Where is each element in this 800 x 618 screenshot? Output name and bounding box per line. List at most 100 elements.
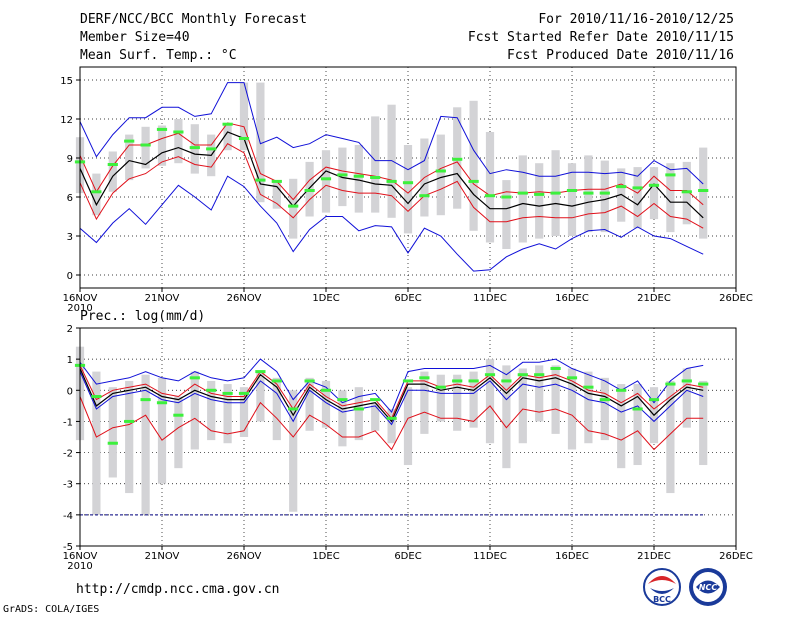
chart-title: DERF/NCC/BCC Monthly Forecast	[80, 12, 307, 27]
produced-date: Fcst Produced Date 2010/11/16	[507, 48, 734, 63]
x-tick-label: 11DEC	[473, 293, 507, 304]
ensemble-box	[436, 374, 445, 422]
ensemble-box	[469, 371, 478, 428]
ensemble-box	[633, 384, 642, 466]
ensemble-box	[371, 402, 380, 431]
y-tick-label: 15	[60, 76, 73, 87]
y-tick-label: -5	[63, 542, 73, 553]
forecast-marker	[501, 379, 512, 383]
x-tick-label: 6DEC	[394, 293, 421, 304]
min-line	[79, 175, 704, 272]
forecast-marker	[124, 139, 135, 143]
source-url[interactable]: http://cmdp.ncc.cma.gov.cn	[76, 582, 280, 597]
bcc-logo-icon: BCC	[643, 568, 681, 606]
y-tick-label: 12	[60, 115, 73, 126]
ensemble-box	[289, 178, 298, 239]
forecast-marker	[468, 179, 479, 183]
ensemble-box	[305, 377, 314, 431]
forecast-marker	[173, 413, 184, 417]
forecast-marker	[452, 379, 463, 383]
ensemble-box	[584, 371, 593, 444]
ensemble-box	[92, 371, 101, 515]
forecast-marker	[583, 191, 594, 195]
forecast-marker	[468, 379, 479, 383]
ncc-logo-icon: NCC	[689, 568, 727, 606]
ensemble-box	[699, 147, 708, 239]
forecast-marker	[107, 441, 118, 445]
y-tick-label: 0	[67, 386, 73, 397]
x-tick-sublabel: 2010	[67, 561, 92, 572]
ensemble-box	[551, 365, 560, 434]
forecast-marker	[206, 147, 217, 151]
forecast-marker	[632, 186, 643, 190]
ensemble-box	[371, 116, 380, 213]
forecast-marker	[550, 191, 561, 195]
forecast-period: For 2010/11/16-2010/12/25	[538, 12, 734, 27]
started-refer-date: Fcst Started Refer Date 2010/11/15	[467, 30, 734, 45]
forecast-marker	[435, 169, 446, 173]
forecast-marker	[222, 122, 233, 126]
forecast-marker	[337, 398, 348, 402]
x-tick-sublabel: 2010	[67, 303, 92, 314]
forecast-marker	[337, 173, 348, 177]
x-tick-label: 11DEC	[473, 551, 507, 562]
forecast-marker	[648, 398, 660, 402]
ensemble-box	[92, 173, 101, 216]
svg-text:NCC: NCC	[699, 583, 718, 592]
ensemble-box	[387, 408, 396, 444]
ensemble-box	[174, 119, 183, 164]
forecast-marker	[107, 163, 118, 166]
forecast-marker	[517, 373, 528, 377]
ensemble-box	[125, 134, 134, 181]
forecast-marker	[484, 373, 496, 377]
ensemble-box	[272, 181, 281, 209]
ensemble-box	[174, 396, 183, 469]
ensemble-box	[436, 134, 445, 216]
forecast-marker	[238, 391, 250, 395]
forecast-marker	[435, 385, 446, 389]
forecast-marker	[484, 194, 496, 198]
max-line	[79, 358, 704, 414]
forecast-marker	[517, 191, 528, 195]
x-tick-label: 1DEC	[312, 293, 339, 304]
forecast-marker	[353, 407, 364, 411]
forecast-marker	[402, 379, 414, 383]
x-tick-label: 1DEC	[312, 551, 339, 562]
x-tick-label: 21NOV	[145, 293, 180, 304]
ensemble-box	[649, 167, 659, 220]
ensemble-box	[682, 368, 691, 428]
x-tick-label: 16DEC	[555, 551, 589, 562]
ensemble-box	[354, 145, 363, 213]
panel-title: Prec.: log(mm/d)	[80, 309, 205, 324]
ensemble-box	[600, 160, 609, 233]
ensemble-box	[256, 371, 265, 422]
y-tick-label: -3	[63, 480, 73, 491]
y-tick-label: -2	[63, 449, 73, 460]
y-tick-label: 6	[67, 193, 73, 204]
forecast-marker	[452, 157, 463, 161]
ensemble-box	[666, 163, 675, 233]
forecast-marker	[140, 143, 151, 147]
ensemble-box	[502, 180, 511, 249]
forecast-marker	[698, 382, 709, 386]
x-tick-label: 21DEC	[637, 551, 671, 562]
forecast-marker	[599, 191, 610, 195]
forecast-marker	[238, 137, 250, 140]
forecast-marker	[189, 376, 200, 380]
forecast-marker	[599, 398, 610, 402]
minus-sd-line	[79, 143, 704, 229]
ensemble-box	[403, 387, 413, 466]
ensemble-box	[387, 104, 396, 218]
ensemble-box	[453, 374, 462, 431]
forecast-marker	[681, 190, 692, 194]
ensemble-box	[633, 167, 642, 229]
forecast-marker	[534, 373, 545, 377]
grads-credit: GrADS: COLA/IGES	[3, 604, 100, 615]
y-tick-label: 3	[67, 232, 73, 243]
ensemble-box	[567, 368, 577, 450]
ensemble-box	[141, 126, 150, 169]
ensemble-box	[125, 380, 134, 494]
ensemble-box	[567, 163, 577, 236]
